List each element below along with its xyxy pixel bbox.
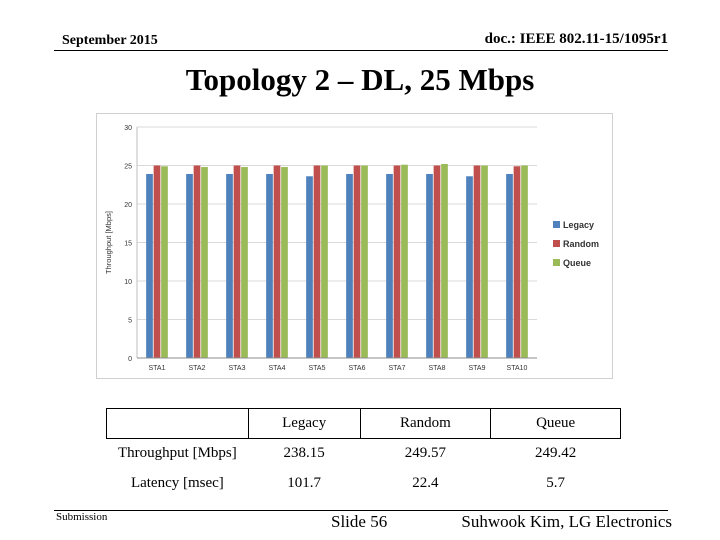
table-header-queue: Queue	[490, 408, 621, 439]
bar	[233, 165, 241, 358]
x-tick-label: STA3	[229, 365, 246, 372]
y-tick-label: 15	[124, 241, 132, 248]
y-tick-label: 0	[128, 356, 132, 363]
bar	[481, 165, 488, 358]
footer-slide-number: Slide 56	[331, 512, 388, 531]
table-row: Latency [msec] 101.7 22.4 5.7	[107, 469, 621, 499]
bar	[353, 165, 361, 358]
table-cell: 249.42	[535, 445, 577, 462]
table-header-corner	[106, 408, 249, 439]
bar	[401, 164, 408, 358]
table-header-legacy: Legacy	[247, 408, 361, 439]
bar	[273, 165, 281, 358]
legend-entry: Legacy	[563, 220, 594, 230]
y-tick-label: 25	[124, 164, 132, 171]
bar	[506, 173, 513, 358]
x-tick-label: STA4	[269, 365, 286, 372]
bar	[513, 166, 521, 358]
legend-entry: Queue	[563, 258, 591, 268]
x-tick-label: STA5	[309, 365, 326, 372]
x-tick-label: STA1	[149, 365, 166, 372]
bar	[433, 165, 441, 358]
x-tick-label: STA8	[429, 365, 446, 372]
y-tick-label: 5	[128, 318, 132, 325]
bar	[321, 165, 328, 358]
header-doc-id: doc.: IEEE 802.11-15/1095r1	[484, 31, 668, 47]
slide-title: Topology 2 – DL, 25 Mbps	[185, 62, 535, 97]
table-header-random: Random	[359, 408, 492, 439]
table-cell: 5.7	[546, 475, 566, 491]
bar	[186, 173, 193, 358]
bar	[521, 165, 528, 358]
legend-swatch	[553, 240, 560, 247]
bar	[473, 165, 481, 358]
bar	[441, 163, 448, 358]
bar	[386, 173, 393, 358]
chart-svg: 0 5 10 15 20 25 30 STA1 STA2 STA3 STA4 STA5 STA6 STA7…	[104, 125, 599, 372]
x-tick-label: STA6	[349, 365, 366, 372]
legend-entry: Random	[563, 239, 599, 249]
bar	[146, 173, 153, 358]
footer-submission: Submission	[56, 511, 108, 523]
throughput-chart: 0 5 10 15 20 25 30 STA1 STA2 STA3 STA4 STA5 STA6 STA7…	[96, 113, 613, 379]
y-tick-label: 30	[124, 125, 132, 132]
stats-table: Legacy Random Queue Throughput [Mbps] 23…	[106, 408, 621, 499]
y-axis-label: Throughput [Mbps]	[104, 211, 113, 274]
x-tick-label: STA9	[469, 365, 486, 372]
bar	[226, 173, 233, 358]
table-row: Throughput [Mbps] 238.15 249.57 249.42	[107, 439, 621, 469]
bar	[393, 165, 401, 358]
table-cell: 22.4	[412, 475, 439, 491]
header-date: September 2015	[62, 33, 158, 48]
bar	[466, 176, 473, 358]
bar	[193, 165, 201, 358]
bar	[281, 167, 288, 358]
bar	[313, 165, 321, 358]
table-row-label: Latency [msec]	[130, 475, 224, 491]
legend-swatch	[553, 221, 560, 228]
y-tick-label: 10	[124, 279, 132, 286]
bar	[201, 167, 208, 358]
table-cell: 249.57	[404, 445, 447, 462]
table-header-row: Legacy Random Queue	[106, 408, 621, 439]
footer-author: Suhwook Kim, LG Electronics	[461, 512, 672, 531]
footer-rule	[54, 510, 668, 511]
x-tick-label: STA2	[189, 365, 206, 372]
x-tick-label: STA10	[507, 365, 528, 372]
bar	[306, 176, 313, 358]
bar	[361, 165, 368, 358]
x-tick-label: STA7	[389, 365, 406, 372]
table-row-label: Throughput [Mbps]	[118, 445, 237, 462]
bar	[426, 173, 433, 358]
bar	[346, 173, 353, 358]
y-tick-label: 20	[124, 202, 132, 209]
table-cell: 238.15	[283, 445, 325, 462]
bar	[161, 166, 168, 358]
table-cell: 101.7	[287, 475, 322, 491]
bar	[153, 165, 161, 358]
bar	[266, 173, 273, 358]
bar	[241, 167, 248, 358]
header-rule	[54, 50, 668, 51]
legend-swatch	[553, 259, 560, 266]
